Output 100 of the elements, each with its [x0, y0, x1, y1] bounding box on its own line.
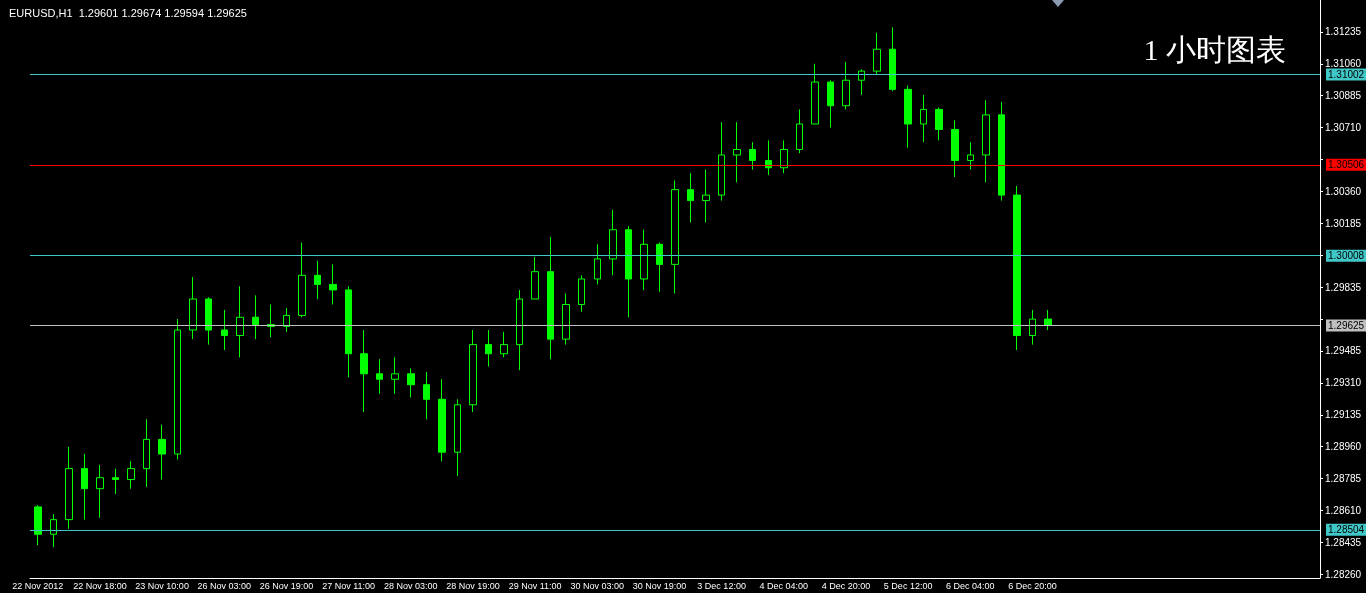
candlestick	[827, 79, 834, 129]
candlestick	[438, 378, 446, 462]
y-tick-label: 1.30185	[1325, 217, 1362, 229]
candlestick	[1013, 185, 1021, 351]
candlestick	[967, 141, 974, 171]
candlestick	[842, 61, 850, 110]
candlestick	[407, 367, 415, 398]
candlestick	[391, 356, 399, 395]
candlestick	[50, 513, 57, 548]
candlestick	[594, 243, 601, 285]
x-tick-label: 23 Nov 10:00	[135, 580, 189, 591]
x-tick-label: 28 Nov 03:00	[384, 580, 438, 591]
x-tick-label: 30 Nov 19:00	[632, 580, 687, 591]
candlestick	[873, 32, 881, 76]
candlestick	[935, 107, 943, 141]
ref-line-label: 1.29625	[1328, 319, 1365, 331]
candlestick	[81, 453, 88, 521]
y-tick-label: 1.31235	[1325, 26, 1362, 38]
x-tick-label: 26 Nov 03:00	[197, 580, 252, 591]
candlestick	[205, 296, 212, 346]
x-tick-label: 5 Dec 12:00	[883, 580, 933, 591]
candlestick	[687, 172, 694, 223]
candlestick	[904, 85, 912, 149]
y-tick-label: 1.29835	[1325, 281, 1362, 293]
candlestick	[454, 398, 461, 477]
candlestick	[765, 139, 772, 176]
candlestick	[998, 101, 1005, 202]
y-tick-label: 1.29485	[1325, 345, 1362, 357]
y-tick-label: 1.29310	[1325, 377, 1362, 389]
candlestick	[221, 309, 228, 351]
candlestick	[951, 119, 959, 178]
candlestick	[625, 225, 632, 318]
candlestick	[609, 209, 617, 276]
candlestick	[283, 307, 290, 333]
candlestick	[96, 464, 104, 519]
ref-line-label: 1.30008	[1328, 250, 1365, 262]
candlestick	[345, 285, 352, 378]
candlestick	[796, 108, 803, 154]
ref-line-label: 1.31002	[1328, 68, 1365, 80]
x-tick-label: 22 Nov 18:00	[73, 580, 127, 591]
x-tick-label: 28 Nov 19:00	[446, 580, 500, 591]
candlestick	[329, 263, 337, 305]
ref-line-label: 1.28504	[1328, 524, 1365, 536]
candlestick	[656, 242, 663, 293]
candlestick	[733, 121, 741, 183]
candlestick	[423, 371, 430, 420]
candlestick	[252, 294, 259, 340]
candlestick	[469, 329, 477, 413]
candlestick	[702, 169, 710, 223]
x-tick-label: 4 Dec 20:00	[821, 580, 871, 591]
y-tick-label: 1.28610	[1325, 505, 1362, 517]
y-tick-label: 1.28260	[1325, 568, 1362, 580]
annotation: 1 小时图表	[1143, 32, 1286, 66]
ref-line-label: 1.30506	[1328, 159, 1365, 171]
y-tick-label: 1.29135	[1325, 409, 1362, 421]
candlestick	[65, 446, 73, 530]
candlestick	[143, 418, 150, 488]
candlestick	[749, 141, 756, 171]
candlestick	[640, 229, 648, 291]
y-tick-label: 1.28960	[1325, 441, 1362, 453]
x-tick-label: 3 Dec 12:00	[697, 580, 746, 591]
candlestick	[562, 293, 570, 346]
candlestick	[236, 285, 244, 358]
candlestick	[127, 460, 135, 490]
candlestick	[780, 139, 788, 174]
y-tick-label: 1.30710	[1325, 122, 1362, 134]
candlestick	[500, 331, 508, 358]
candlestick	[314, 260, 321, 300]
candlestick	[189, 276, 197, 340]
x-tick-label: 26 Nov 19:00	[259, 580, 314, 591]
x-tick-label: 27 Nov 11:00	[322, 580, 376, 591]
candlestick	[158, 424, 166, 481]
x-tick-label: 4 Dec 04:00	[759, 580, 809, 591]
candlestick	[516, 289, 523, 371]
candlestick	[376, 358, 383, 395]
x-tick-label: 22 Nov 2012	[12, 580, 64, 591]
candlestick	[811, 63, 819, 125]
candlestick	[1029, 309, 1036, 346]
candlestick	[889, 26, 896, 92]
candlestick	[578, 274, 585, 313]
y-tick-label: 1.30360	[1325, 185, 1362, 197]
x-tick-label: 6 Dec 04:00	[946, 580, 995, 591]
candlestick	[485, 329, 492, 367]
text: EURUSD,H1 1.29601 1.29674 1.29594 1.29625	[9, 6, 247, 19]
candlestick	[920, 94, 927, 143]
candlestick	[671, 180, 679, 295]
y-tick-label: 1.31060	[1325, 58, 1362, 70]
candlestick	[174, 318, 181, 460]
candlestick	[982, 99, 990, 183]
candlestick	[34, 504, 42, 546]
y-tick-label: 1.30885	[1325, 90, 1362, 102]
candlestick	[547, 236, 554, 360]
y-tick-label: 1.28435	[1325, 536, 1362, 548]
candlestick	[531, 256, 539, 300]
candlestick	[360, 329, 368, 413]
x-tick-label: 29 Nov 11:00	[508, 580, 562, 591]
candlestick	[858, 68, 865, 96]
y-tick-label: 1.28785	[1325, 473, 1362, 485]
candlestick	[718, 121, 725, 202]
candlestick	[112, 468, 119, 495]
